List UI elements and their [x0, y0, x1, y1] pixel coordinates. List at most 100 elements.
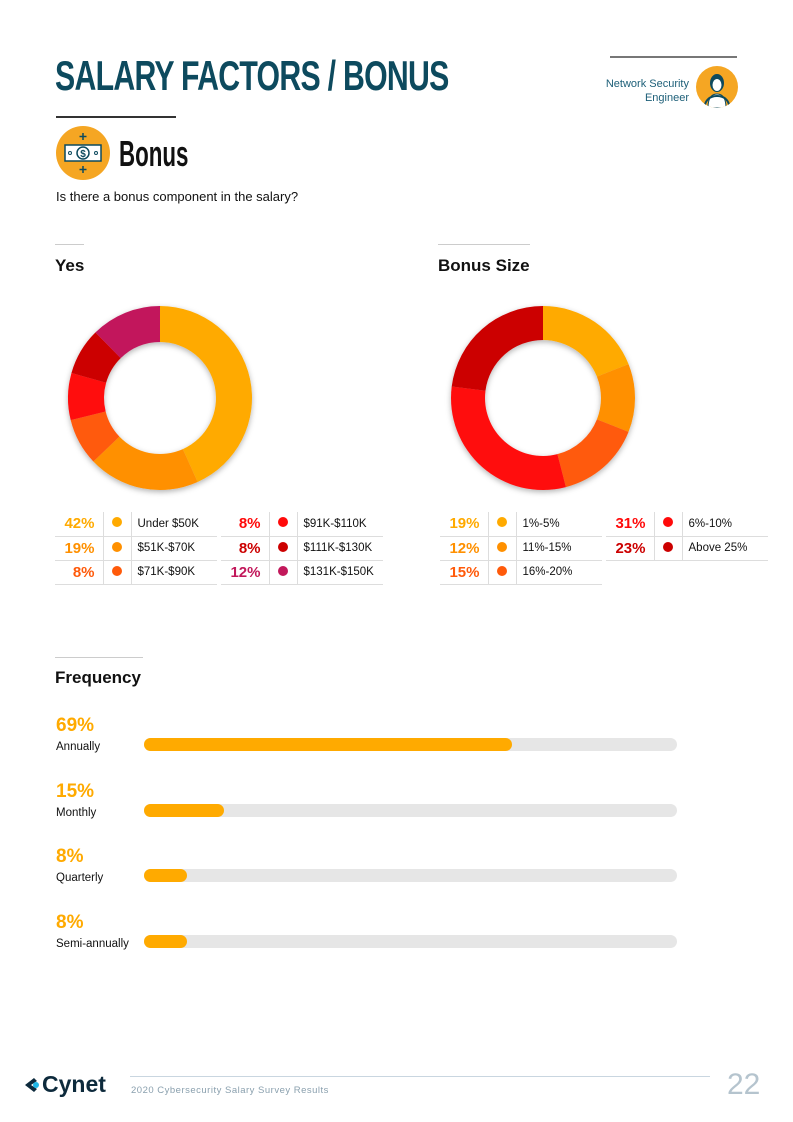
- yes-donut-chart: [68, 306, 252, 490]
- cynet-logo-icon: [25, 1077, 39, 1092]
- divider: [55, 657, 143, 658]
- donut-slice--111k-130k: [71, 332, 121, 383]
- chart-title-yes: Yes: [55, 256, 85, 275]
- legend-label: $131K-$150K: [297, 560, 383, 585]
- legend-marker: [654, 512, 683, 537]
- frequency-percent: 8%: [56, 911, 84, 933]
- brand-name: Cynet: [42, 1071, 106, 1097]
- legend-marker: [488, 560, 517, 585]
- legend-row: 12% 11%-15%: [440, 536, 602, 561]
- legend-marker: [269, 536, 298, 561]
- frequency-bar-fill: [144, 934, 187, 948]
- legend-label: 16%-20%: [516, 560, 602, 585]
- chart-title-bonus-size: Bonus Size: [438, 256, 530, 275]
- page-number: 22: [727, 1068, 761, 1101]
- legend-percent: 15%: [440, 560, 489, 585]
- donut-slice-11-15-: [596, 364, 635, 432]
- legend-marker: [103, 512, 132, 537]
- legend-label: $91K-$110K: [297, 512, 383, 537]
- legend-percent: 8%: [55, 560, 104, 585]
- donut-slice--51k-70k: [93, 436, 198, 490]
- legend-marker: [488, 512, 517, 537]
- legend-percent: 42%: [55, 512, 104, 537]
- role-label: Network Security Engineer: [606, 77, 689, 105]
- legend-row: 31% 6%-10%: [606, 512, 768, 537]
- legend-dot-icon: [112, 565, 122, 576]
- divider: [56, 116, 176, 118]
- legend-row: 42% Under $50K: [55, 512, 217, 537]
- divider: [610, 56, 737, 58]
- frequency-label: Semi-annually: [56, 937, 129, 950]
- frequency-label: Monthly: [56, 806, 97, 819]
- frequency-label: Quarterly: [56, 872, 104, 884]
- engineer-avatar-icon: [703, 74, 731, 108]
- legend-percent: 12%: [221, 560, 270, 585]
- frequency-bar-fill: [144, 803, 224, 817]
- frequency-bar-track: [144, 803, 677, 817]
- legend-percent: 8%: [221, 536, 270, 561]
- role-line-1: Network Security: [605, 78, 689, 90]
- legend-label: $111K-$130K: [297, 536, 383, 561]
- section-title: Bonus: [119, 133, 189, 174]
- frequency-percent: 15%: [56, 780, 95, 802]
- legend-label: Under $50K: [131, 512, 217, 537]
- donut-slice--71k-90k: [70, 411, 120, 462]
- frequency-bar-track: [144, 869, 677, 882]
- bonus-size-donut-chart: [450, 306, 635, 490]
- bonus-size-legend-a: 19% 1%-5% 12% 11%-15% 15% 16%-20%: [440, 512, 602, 585]
- legend-percent: 31%: [606, 512, 655, 537]
- legend-percent: 19%: [55, 536, 104, 561]
- legend-row: 8% $71K-$90K: [55, 560, 217, 585]
- cynet-logo: Cynet: [22, 1071, 106, 1098]
- legend-dot-icon: [112, 517, 122, 528]
- legend-dot-icon: [497, 517, 507, 528]
- legend-dot-icon: [497, 565, 507, 576]
- footer-divider: [130, 1076, 710, 1077]
- legend-dot-icon: [278, 517, 288, 528]
- legend-label: 6%-10%: [682, 512, 768, 537]
- page-title: SALARY FACTORS / BONUS: [55, 52, 449, 99]
- legend-dot-icon: [497, 541, 507, 552]
- legend-row: 19% $51K-$70K: [55, 536, 217, 561]
- legend-dot-icon: [663, 517, 673, 528]
- legend-marker: [654, 536, 683, 561]
- yes-legend-a: 42% Under $50K 19% $51K-$70K 8% $71K-$90K: [55, 512, 217, 585]
- donut-slice-1-5-: [543, 306, 629, 377]
- legend-row: 12% $131K-$150K: [221, 560, 383, 585]
- chart-title-frequency: Frequency: [55, 668, 141, 687]
- legend-marker: [103, 560, 132, 585]
- legend-row: 19% 1%-5%: [440, 512, 602, 537]
- legend-marker: [269, 512, 298, 537]
- legend-dot-icon: [112, 541, 122, 552]
- legend-label: $51K-$70K: [131, 536, 217, 561]
- money-bill-icon: $: [56, 126, 110, 180]
- frequency-bar-fill: [144, 738, 512, 751]
- legend-percent: 19%: [440, 512, 489, 537]
- bonus-size-legend-b: 31% 6%-10% 23% Above 25%: [606, 512, 768, 561]
- legend-marker: [269, 560, 298, 585]
- donut-slice-16-20-: [557, 419, 629, 488]
- frequency-bar-track: [144, 934, 677, 948]
- legend-label: $71K-$90K: [131, 560, 217, 585]
- legend-dot-icon: [663, 541, 673, 552]
- legend-marker: [103, 536, 132, 561]
- frequency-percent: 8%: [56, 846, 84, 867]
- frequency-percent: 69%: [56, 715, 95, 736]
- legend-row: 23% Above 25%: [606, 536, 768, 561]
- legend-marker: [488, 536, 517, 561]
- legend-percent: 8%: [221, 512, 270, 537]
- donut-slice-above-25-: [451, 306, 543, 391]
- legend-row: 8% $91K-$110K: [221, 512, 383, 537]
- donut-slice-6-10-: [450, 386, 566, 490]
- legend-label: Above 25%: [682, 536, 768, 561]
- role-line-2: Engineer: [644, 92, 689, 104]
- legend-row: 8% $111K-$130K: [221, 536, 383, 561]
- legend-row: 15% 16%-20%: [440, 560, 602, 585]
- legend-label: 1%-5%: [516, 512, 602, 537]
- avatar: [696, 66, 738, 108]
- frequency-label: Annually: [56, 741, 101, 753]
- svg-text:$: $: [80, 149, 86, 160]
- legend-dot-icon: [278, 541, 288, 552]
- divider: [438, 244, 530, 245]
- footer-text: 2020 Cybersecurity Salary Survey Results: [131, 1085, 329, 1096]
